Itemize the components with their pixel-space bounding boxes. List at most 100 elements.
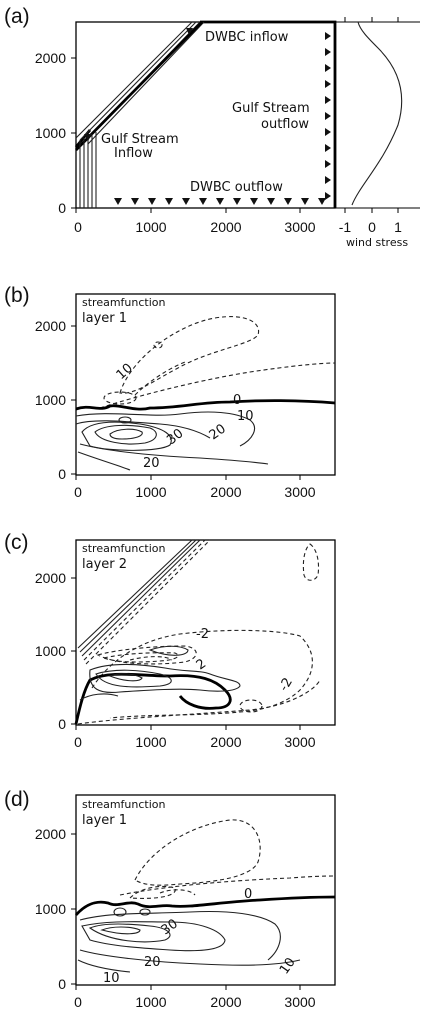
x-tick-label: 3000 (284, 484, 315, 500)
panel-b-label: (b) (4, 284, 30, 307)
panel-c-axes: 0 1000 2000 3000 0 1000 2000 (35, 570, 316, 750)
dwbc-outflow-label: DWBC outflow (190, 180, 283, 195)
contour-label: 10 (103, 971, 120, 986)
contour-dashed (119, 875, 336, 896)
contour-solid (79, 910, 281, 961)
y-tick-label: 2000 (35, 318, 66, 334)
panel-c-title-2: layer 2 (82, 557, 127, 572)
contour-dashed (119, 316, 260, 394)
panel-c-frame (75, 539, 336, 726)
contour-solid (79, 949, 301, 966)
y-tick-label: 1000 (35, 125, 66, 141)
panel-a-label: (a) (4, 5, 30, 28)
contour-dashed (77, 679, 321, 725)
panel-b-axes: 0 1000 2000 3000 0 1000 2000 (35, 318, 316, 500)
panel-a: (a) (4, 5, 420, 249)
contour-solid (108, 673, 143, 682)
contour-dashed (103, 391, 137, 405)
contour-label: 10 (237, 409, 254, 424)
gulf-stream-inflow-label-1: Gulf Stream (101, 132, 179, 147)
panel-c: (c) streamfunction layer 2 -2 2 -2 (4, 531, 336, 750)
wind-stress-plot: -1 0 1 wind stress (335, 17, 420, 249)
contour-dashed (102, 652, 179, 663)
y-tick-label: 1000 (35, 901, 66, 917)
x-tick-label: 2000 (210, 484, 241, 500)
dwbc-band (77, 539, 211, 665)
contour-label: 20 (143, 456, 160, 471)
panel-b: (b) streamfunction layer 1 10 0 10 30 20… (4, 284, 336, 500)
dwbc-inflow-channel (75, 21, 205, 151)
wind-stress-curve (351, 21, 403, 206)
contour-label: 0 (244, 887, 252, 902)
x-tick-label: 1000 (135, 219, 166, 235)
y-tick-label: 2000 (35, 570, 66, 586)
wind-tick-label: 1 (394, 219, 402, 235)
x-tick-label: 3000 (284, 219, 315, 235)
x-tick-label: 0 (74, 484, 82, 500)
gulf-stream-inflow-label-2: Inflow (114, 146, 153, 161)
contour-solid (89, 664, 241, 693)
y-tick-label: 0 (58, 976, 66, 992)
contour-dashed (134, 819, 261, 886)
panel-b-title-1: streamfunction (82, 296, 166, 309)
contour-solid (81, 921, 226, 952)
contour-solid (94, 424, 157, 445)
contour-label: 10 (114, 361, 136, 383)
contour-solid (81, 421, 172, 451)
contour-solid (95, 669, 172, 688)
x-tick-label: 3000 (284, 994, 315, 1010)
x-tick-label: 1000 (135, 994, 166, 1010)
contour-dashed (153, 341, 163, 349)
y-tick-label: 0 (58, 466, 66, 482)
x-tick-label: 0 (74, 219, 82, 235)
panel-b-frame (75, 293, 336, 476)
contour-dashed (134, 361, 186, 396)
contour-zero (75, 399, 336, 411)
panel-c-label: (c) (4, 531, 29, 554)
contour-solid (77, 451, 131, 471)
panel-c-title-1: streamfunction (82, 542, 166, 555)
contour-solid (77, 959, 131, 973)
contour-label: 20 (207, 421, 229, 443)
y-tick-label: 0 (58, 200, 66, 216)
contour-solid (113, 907, 127, 917)
y-tick-label: 1000 (35, 643, 66, 659)
contour-label: 30 (164, 426, 186, 448)
panel-d-label: (d) (4, 788, 30, 811)
x-tick-label: 2000 (210, 734, 241, 750)
contour-dashed (159, 889, 196, 896)
dwbc-inflow-label: DWBC inflow (205, 30, 289, 45)
y-tick-label: 2000 (35, 50, 66, 66)
contour-label: -2 (276, 675, 295, 694)
wind-stress-label: wind stress (346, 236, 408, 249)
contour-solid (79, 443, 269, 465)
contour-label: -2 (196, 627, 209, 642)
contour-solid (148, 645, 189, 656)
wind-tick-label: -1 (339, 219, 352, 235)
contour-solid (109, 428, 143, 440)
dwbc-inflow-arrow (186, 28, 193, 35)
contour-dashed (129, 656, 173, 661)
contour-solid (79, 693, 119, 701)
gulf-stream-outflow-label-1: Gulf Stream (232, 101, 310, 116)
gulf-stream-outflow-label-2: outflow (261, 117, 309, 132)
contour-label: 10 (277, 955, 299, 977)
contour-dashed (91, 629, 313, 719)
x-tick-label: 2000 (210, 219, 241, 235)
gulf-stream-inflow-arrow (84, 134, 92, 141)
contour-zero (74, 895, 336, 916)
contour-thick (74, 672, 232, 725)
contour-label: 2 (194, 656, 209, 673)
contour-dashed (128, 885, 176, 899)
contour-dashed (239, 699, 263, 713)
panel-d-axes: 0 1000 2000 3000 0 1000 2000 (35, 826, 316, 1010)
y-tick-label: 0 (58, 716, 66, 732)
gulf-stream-outflow-arrows (325, 32, 331, 200)
contour-solid (100, 926, 141, 935)
contour-dashed (302, 543, 320, 581)
dwbc-outflow-arrows (114, 198, 326, 205)
y-tick-label: 2000 (35, 826, 66, 842)
panel-d-frame (75, 794, 336, 986)
contour-label: 30 (159, 916, 181, 938)
gulf-stream-inflow-lines (79, 132, 97, 208)
